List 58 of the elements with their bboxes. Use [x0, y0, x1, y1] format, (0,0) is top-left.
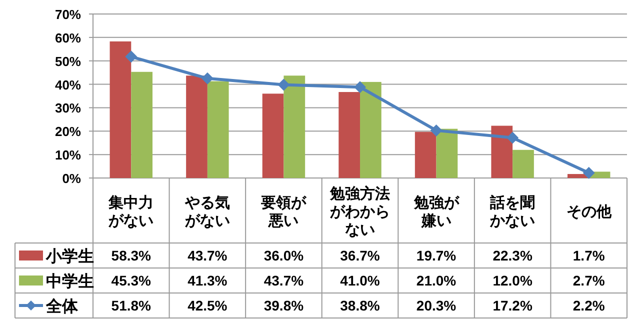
data-label: 45.3%	[111, 272, 152, 288]
y-tick-label: 30%	[54, 100, 82, 116]
bar	[512, 150, 534, 178]
data-label: 12.0%	[492, 272, 533, 288]
y-tick-label: 20%	[54, 124, 82, 140]
data-label: 20.3%	[416, 298, 457, 314]
data-label: 58.3%	[111, 248, 152, 264]
x-tick-label: 勉強方法がわからない	[329, 184, 390, 238]
data-label: 21.0%	[416, 272, 457, 288]
data-label: 17.2%	[492, 298, 533, 314]
y-tick-label: 60%	[54, 30, 82, 46]
x-tick-label: 要領が悪い	[260, 194, 308, 230]
legend-label: 中学生	[46, 272, 94, 290]
x-tick-label: 勉強が嫌い	[412, 194, 460, 230]
point	[506, 132, 519, 144]
data-label: 41.3%	[188, 272, 228, 288]
bar	[110, 41, 132, 178]
point	[125, 50, 138, 63]
data-label: 1.7%	[572, 248, 606, 264]
bar	[131, 72, 153, 178]
point	[201, 72, 214, 84]
data-label: 36.7%	[340, 248, 380, 264]
point	[430, 124, 442, 136]
data-label: 39.8%	[264, 298, 304, 314]
bar	[262, 94, 284, 178]
data-label: 19.7%	[416, 248, 457, 264]
bar	[436, 128, 458, 178]
y-tick-label: 50%	[54, 54, 82, 69]
y-tick-label: 40%	[54, 77, 82, 92]
point	[278, 78, 290, 91]
x-tick-label: 集中力がない	[108, 194, 154, 230]
data-label: 42.5%	[188, 298, 228, 314]
bar	[360, 82, 382, 178]
x-tick-label: やる気がない	[184, 194, 230, 230]
data-label: 43.7%	[264, 272, 304, 288]
legend-label: 全体	[45, 298, 79, 316]
x-tick-label: 話を聞かない	[489, 194, 536, 230]
data-label: 36.0%	[264, 248, 304, 264]
bar	[491, 126, 513, 178]
point	[354, 81, 366, 94]
bar	[186, 76, 208, 178]
data-label: 2.2%	[572, 298, 606, 314]
x-tick-label: その他	[566, 204, 612, 220]
bar	[338, 92, 360, 178]
bar	[284, 76, 306, 178]
data-label: 43.7%	[188, 248, 228, 264]
data-label: 51.8%	[111, 298, 152, 314]
data-label: 38.8%	[340, 298, 380, 314]
y-tick-label: 10%	[54, 148, 82, 163]
bar	[207, 81, 229, 178]
point	[582, 166, 595, 179]
bar	[414, 132, 436, 178]
y-tick-label: 70%	[54, 7, 82, 22]
data-label: 2.7%	[572, 272, 606, 288]
y-tick-label: 0%	[62, 171, 82, 186]
legend-label: 小学生	[45, 248, 94, 266]
data-label: 22.3%	[492, 248, 533, 264]
data-label: 41.0%	[340, 272, 380, 288]
